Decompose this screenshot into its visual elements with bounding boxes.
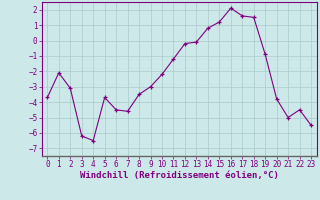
X-axis label: Windchill (Refroidissement éolien,°C): Windchill (Refroidissement éolien,°C)	[80, 171, 279, 180]
